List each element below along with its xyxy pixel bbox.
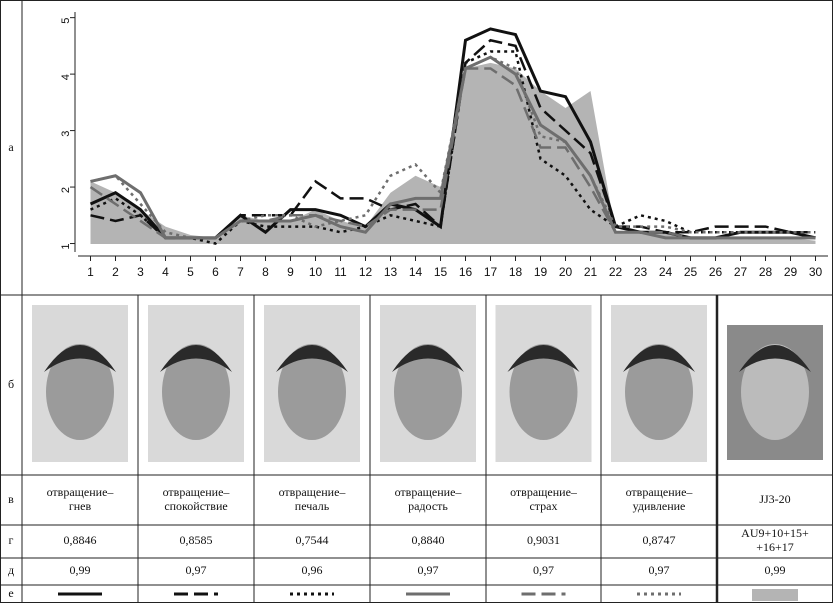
x-tick-label: 3 <box>137 265 144 279</box>
coef: 0,9031 <box>527 533 560 547</box>
x-tick-label: 11 <box>334 265 347 279</box>
row-label: в <box>8 492 14 506</box>
face <box>741 344 809 440</box>
x-tick-label: 27 <box>734 265 748 279</box>
row-label: б <box>8 377 14 391</box>
x-tick-label: 10 <box>309 265 323 279</box>
hair <box>507 345 580 372</box>
pair-name: отвращение– печаль <box>279 485 347 513</box>
hair <box>44 345 116 372</box>
x-tick-label: 14 <box>409 265 423 279</box>
x-tick-label: 20 <box>559 265 573 279</box>
x-tick-label: 19 <box>534 265 548 279</box>
x-tick-label: 26 <box>709 265 723 279</box>
x-tick-label: 22 <box>609 265 623 279</box>
coef: 0,7544 <box>296 533 329 547</box>
face <box>162 344 230 440</box>
x-tick-label: 18 <box>509 265 523 279</box>
y-tick-label: 1 <box>60 244 72 250</box>
x-tick-label: 25 <box>684 265 698 279</box>
x-tick-label: 7 <box>237 265 244 279</box>
coef: 0,8747 <box>643 533 676 547</box>
row-label: д <box>8 563 14 577</box>
face <box>509 344 578 440</box>
coef: 0,8840 <box>412 533 445 547</box>
x-tick-label: 5 <box>187 265 194 279</box>
x-tick-label: 15 <box>434 265 448 279</box>
pair-name: отвращение– удивление <box>626 485 694 513</box>
similarity: 0,97 <box>533 563 554 577</box>
similarity: 0,99 <box>765 563 786 577</box>
x-tick-label: 12 <box>359 265 373 279</box>
y-tick-label: 5 <box>60 18 72 24</box>
face <box>394 344 462 440</box>
similarity: 0,97 <box>418 563 439 577</box>
x-tick-label: 4 <box>162 265 169 279</box>
y-tick-label: 4 <box>60 74 72 80</box>
x-tick-label: 8 <box>262 265 269 279</box>
series-line <box>90 55 816 240</box>
pair-name: отвращение– спокойствие <box>163 485 231 513</box>
y-tick-label: 3 <box>60 131 72 137</box>
legend-sample <box>752 589 798 601</box>
x-tick-label: 1 <box>87 265 94 279</box>
hair <box>276 345 348 372</box>
table: а б в г де отвращение– гнев 0,8846 0,99 отвращени… <box>8 140 823 603</box>
pair-name: отвращение– страх <box>510 485 578 513</box>
face <box>46 344 114 440</box>
x-tick-label: 21 <box>584 265 598 279</box>
face <box>625 344 693 440</box>
y-tick-label: 2 <box>60 187 72 193</box>
similarity: 0,99 <box>70 563 91 577</box>
similarity: 0,97 <box>186 563 207 577</box>
hair <box>623 345 695 372</box>
x-tick-label: 13 <box>384 265 398 279</box>
x-tick-label: 28 <box>759 265 773 279</box>
row-label: е <box>8 586 13 600</box>
pair-name: отвращение– радость <box>395 485 463 513</box>
x-tick-label: 2 <box>112 265 119 279</box>
x-tick-label: 16 <box>459 265 473 279</box>
area <box>90 62 816 244</box>
x-tick-label: 6 <box>212 265 219 279</box>
hair <box>392 345 464 372</box>
x-tick-label: 17 <box>484 265 498 279</box>
similarity: 0,96 <box>302 563 323 577</box>
face <box>278 344 346 440</box>
coef: AU9+10+15+ +16+17 <box>741 526 809 554</box>
row-label: г <box>9 533 14 547</box>
series-line <box>89 67 816 240</box>
hair <box>739 345 811 372</box>
similarity: 0,97 <box>649 563 670 577</box>
x-tick-label: 9 <box>287 265 294 279</box>
pair-name: JJ3-20 <box>759 492 790 506</box>
x-tick-label: 23 <box>634 265 648 279</box>
pair-name: отвращение– гнев <box>47 485 115 513</box>
x-tick-label: 24 <box>659 265 673 279</box>
coef: 0,8585 <box>180 533 213 547</box>
coef: 0,8846 <box>64 533 97 547</box>
x-tick-label: 29 <box>784 265 798 279</box>
hair <box>160 345 232 372</box>
x-tick-label: 30 <box>809 265 823 279</box>
row-label: а <box>8 140 14 154</box>
